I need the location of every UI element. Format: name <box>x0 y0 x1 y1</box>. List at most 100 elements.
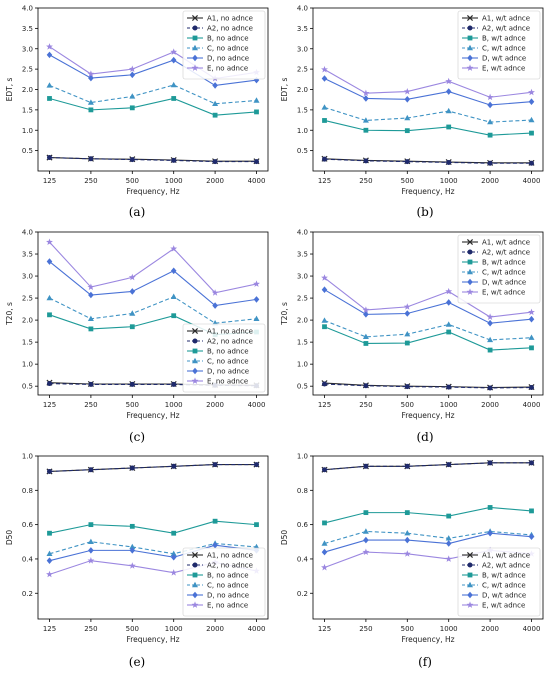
data-point <box>89 522 94 527</box>
y-tick-label: 1.5 <box>297 339 308 347</box>
data-point <box>405 128 410 133</box>
legend-marker <box>193 36 198 41</box>
data-point <box>88 382 93 387</box>
y-tick-label: 1.0 <box>22 361 33 369</box>
y-tick-label: 2.0 <box>297 317 308 325</box>
x-tick-label: 1000 <box>165 401 183 409</box>
chart-a: 0.51.01.52.02.53.03.54.0125 250 500 1000 200… <box>0 0 275 198</box>
data-point <box>362 548 369 555</box>
series-line <box>325 107 532 122</box>
y-tick-label: 0.5 <box>297 147 308 155</box>
data-point <box>171 158 176 163</box>
data-point <box>171 57 177 64</box>
data-point <box>529 316 535 323</box>
data-point <box>529 335 535 340</box>
data-point <box>488 460 493 465</box>
legend-marker <box>193 563 198 568</box>
series-line <box>325 383 532 387</box>
data-point <box>446 462 451 467</box>
data-point <box>212 542 218 549</box>
legend-marker <box>193 573 198 578</box>
y-tick-label: 4.0 <box>22 229 33 237</box>
data-point <box>488 348 493 353</box>
data-point <box>404 88 411 95</box>
data-point <box>47 258 53 265</box>
y-axis-label: D50 <box>280 530 289 546</box>
data-point <box>404 530 410 535</box>
y-tick-label: 2.0 <box>22 86 33 94</box>
x-tick-label: 250 <box>359 401 372 409</box>
legend-entry-label: D, w/t adnce <box>482 592 526 600</box>
legend: A1, no adnce A2, no adnce B, no adnce C, no… <box>183 11 265 79</box>
series-b-no-adnce <box>47 519 259 536</box>
data-point <box>529 460 534 465</box>
series-d-w-t-adnce <box>322 75 535 108</box>
data-point <box>363 95 369 102</box>
data-point <box>528 309 535 316</box>
x-axis-label: Frequency, Hz <box>401 635 454 644</box>
x-tick-label: 500 <box>126 401 139 409</box>
data-point <box>446 125 451 130</box>
data-point <box>404 303 411 310</box>
data-point <box>130 382 135 387</box>
legend-entry-label: C, w/t adnce <box>482 45 526 53</box>
data-point <box>47 155 52 160</box>
y-tick-label: 0.8 <box>297 487 308 495</box>
series-line <box>50 242 257 293</box>
data-point <box>47 295 53 300</box>
x-tick-label: 2000 <box>206 177 224 185</box>
x-tick-label: 500 <box>126 625 139 633</box>
y-axis-label: T20, s <box>5 302 14 326</box>
data-point <box>130 324 135 329</box>
data-point <box>405 310 411 317</box>
data-point <box>130 524 135 529</box>
data-point <box>405 159 410 164</box>
legend-entry-label: E, no adnce <box>207 65 248 73</box>
data-point <box>446 330 451 335</box>
y-tick-label: 3.0 <box>22 273 33 281</box>
series-line <box>325 507 532 522</box>
caption-f: (f) <box>395 655 455 669</box>
x-tick-label: 4000 <box>523 401 541 409</box>
legend: A1, no adnce A2, no adnce B, no adnce C, no… <box>183 548 265 616</box>
x-tick-label: 4000 <box>248 401 266 409</box>
legend-entry-label: C, w/t adnce <box>482 582 526 590</box>
chart-d: 0.51.01.52.02.53.03.54.0125 250 500 1000 200… <box>275 224 550 422</box>
chart-b: 0.51.01.52.02.53.03.54.0125 250 500 1000 200… <box>275 0 550 198</box>
legend-marker <box>193 26 198 31</box>
legend: A1, w/t adnceA2, w/t adnceB, w/t adnceC,… <box>458 11 540 79</box>
y-tick-label: 1.0 <box>22 127 33 135</box>
legend-entry-label: E, no adnce <box>207 602 248 610</box>
data-point <box>254 462 259 467</box>
series-line <box>325 327 532 350</box>
series-a1-no-adnce <box>47 462 259 474</box>
data-point <box>487 94 494 101</box>
legend-entry-label: A2, w/t adnce <box>482 562 530 570</box>
x-tick-label: 2000 <box>481 177 499 185</box>
data-point <box>254 296 260 303</box>
data-point <box>171 382 176 387</box>
series-c-no-adnce <box>47 294 260 326</box>
y-tick-label: 3.0 <box>22 45 33 53</box>
data-point <box>322 286 328 293</box>
legend-entry-label: E, w/t adnce <box>482 65 525 73</box>
series-line <box>50 85 257 104</box>
x-tick-label: 2000 <box>481 625 499 633</box>
series-line <box>325 79 532 105</box>
data-point <box>89 107 94 112</box>
y-tick-label: 0.6 <box>297 521 309 529</box>
legend-entry-label: B, w/t adnce <box>482 35 526 43</box>
data-point <box>129 310 135 315</box>
data-point <box>129 562 136 569</box>
legend-entry-label: B, no adnce <box>207 348 249 356</box>
data-point <box>446 321 452 326</box>
data-point <box>322 381 327 386</box>
legend-entry-label: D, w/t adnce <box>482 55 526 63</box>
series-line <box>50 262 257 306</box>
y-tick-label: 2.0 <box>297 86 308 94</box>
data-point <box>213 519 218 524</box>
data-point <box>130 72 136 79</box>
data-point <box>363 383 368 388</box>
data-point <box>171 531 176 536</box>
